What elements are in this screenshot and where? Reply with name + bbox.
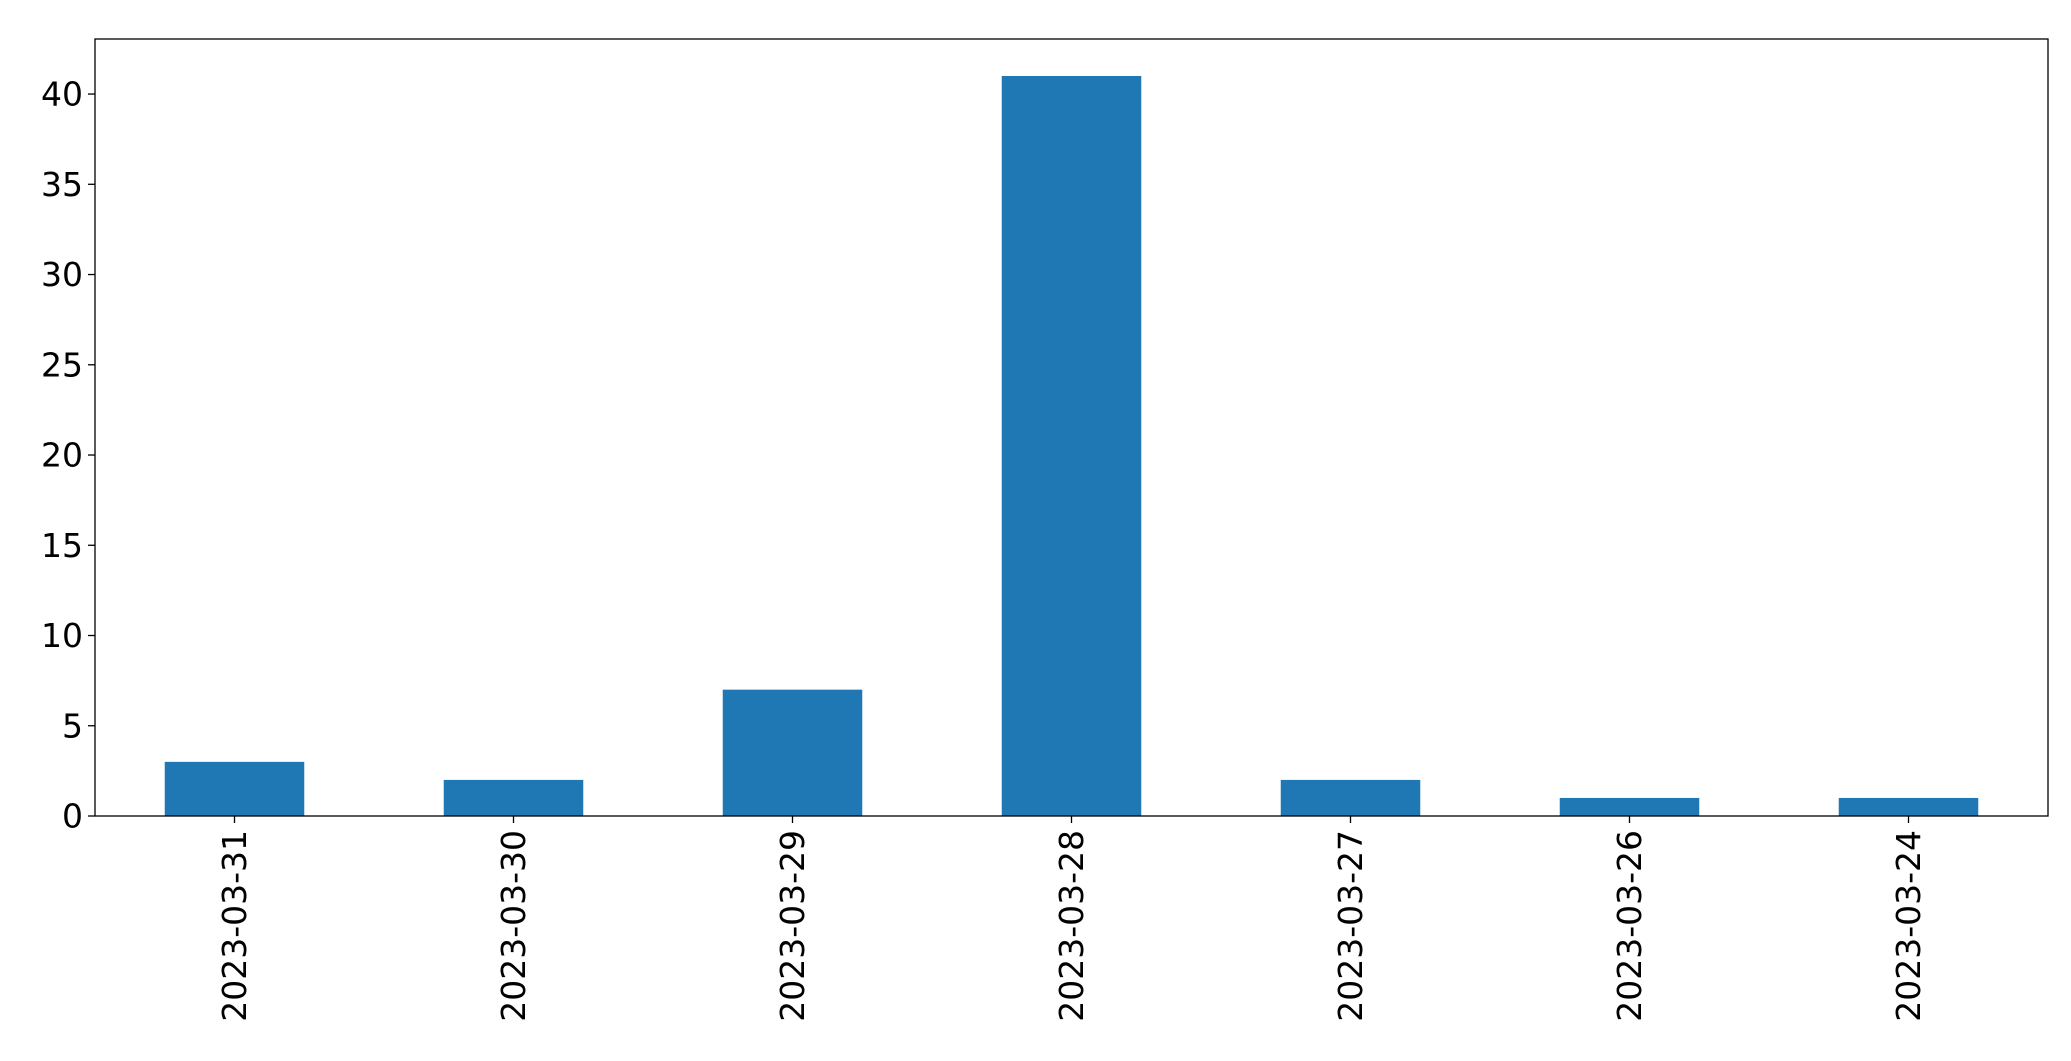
x-tick-label: 2023-03-27 bbox=[1331, 830, 1370, 1022]
y-tick-label: 10 bbox=[41, 616, 83, 655]
bar-2023-03-31 bbox=[164, 761, 305, 816]
x-tick-label: 2023-03-28 bbox=[1052, 830, 1091, 1022]
bar-2023-03-24 bbox=[1838, 797, 1979, 816]
y-tick-label: 35 bbox=[41, 165, 83, 204]
x-tick-label: 2023-03-31 bbox=[215, 830, 254, 1022]
y-tick-label: 40 bbox=[41, 75, 83, 114]
bar-2023-03-26 bbox=[1559, 797, 1700, 816]
y-tick-label: 25 bbox=[41, 345, 83, 384]
y-tick-label: 15 bbox=[41, 526, 83, 565]
x-axis: 2023-03-31 2023-03-30 2023-03-29 2023-03-28… bbox=[215, 816, 1928, 1022]
y-tick-label: 5 bbox=[62, 706, 83, 745]
x-tick-label: 2023-03-29 bbox=[773, 830, 812, 1022]
plot-frame bbox=[94, 38, 2049, 817]
bar-2023-03-29 bbox=[722, 689, 863, 816]
y-tick-label: 20 bbox=[41, 436, 83, 475]
bar-2023-03-28 bbox=[1001, 76, 1142, 816]
y-tick-label: 30 bbox=[41, 255, 83, 294]
x-tick-label: 2023-03-30 bbox=[494, 830, 533, 1022]
bars-layer bbox=[164, 76, 1979, 816]
y-axis: 0 5 10 15 20 25 30 35 40 bbox=[41, 75, 95, 836]
x-tick-label: 2023-03-26 bbox=[1610, 830, 1649, 1022]
bar-2023-03-27 bbox=[1280, 779, 1421, 816]
y-tick-label: 0 bbox=[62, 797, 83, 836]
x-tick-label: 2023-03-24 bbox=[1889, 830, 1928, 1022]
bar-2023-03-30 bbox=[443, 779, 584, 816]
